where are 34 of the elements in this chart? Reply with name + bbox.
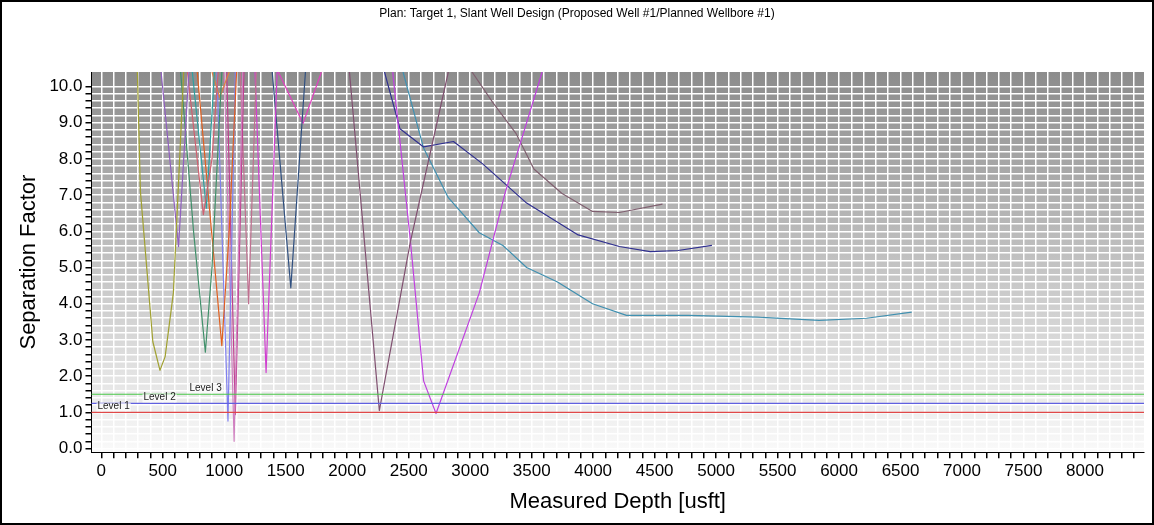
- x-tick-label: 3500: [512, 461, 551, 481]
- y-tick-label: 9.0: [58, 112, 83, 132]
- x-tick-label: 5500: [758, 461, 797, 481]
- x-tick-label: 2500: [389, 461, 428, 481]
- x-tick-label: 4500: [635, 461, 674, 481]
- y-tick-label: 3.0: [58, 329, 83, 349]
- y-tick-label: 7.0: [58, 184, 83, 204]
- x-tick-label: 3000: [451, 461, 490, 481]
- y-tick-label: 10.0: [49, 76, 83, 96]
- x-axis-title: Measured Depth [usft]: [509, 487, 726, 513]
- y-axis-title: Separation Factor: [15, 174, 41, 350]
- x-tick-label: 500: [148, 461, 177, 481]
- y-tick-label: 2.0: [58, 365, 83, 385]
- ref-line-label: Level 2: [143, 391, 177, 403]
- x-tick-label: 0: [96, 461, 107, 481]
- chart-title: Plan: Target 1, Slant Well Design (Proposed Well #1/Planned Wellbore #1): [378, 6, 776, 20]
- x-tick-label: 6500: [881, 461, 920, 481]
- x-tick-label: 7000: [943, 461, 981, 481]
- x-tick-label: 1500: [266, 461, 305, 481]
- x-tick-label: 4000: [574, 461, 613, 481]
- y-tick-label: 0.0: [58, 438, 83, 458]
- x-tick-label: 1000: [205, 461, 244, 481]
- x-tick-label: 7500: [1004, 461, 1043, 481]
- y-tick-label: 5.0: [58, 257, 83, 277]
- ref-line-label: Level 1: [97, 400, 131, 412]
- ref-line-label: Level 3: [189, 382, 223, 394]
- y-tick-label: 6.0: [58, 221, 83, 241]
- x-tick-label: 5000: [697, 461, 736, 481]
- x-tick-label: 2000: [328, 461, 367, 481]
- x-tick-label: 6000: [820, 461, 858, 481]
- y-tick-label: 4.0: [58, 293, 83, 313]
- x-tick-label: 8000: [1066, 461, 1104, 481]
- y-tick-label: 1.0: [58, 402, 83, 422]
- y-tick-label: 8.0: [58, 148, 83, 168]
